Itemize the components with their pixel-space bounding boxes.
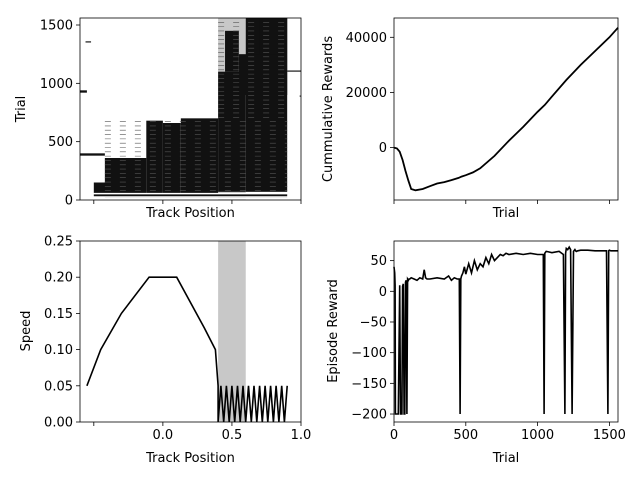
y-tick-label: 40000 [346,31,387,46]
panel-trial-heatmap: 0 500 1000 1500 Track Position Trial [14,17,302,221]
axes-frame [393,17,619,201]
panel-speed: 0.0 0.5 1.0 0.00 0.05 0.10 0.15 0.20 0.25 Track … [19,235,311,467]
y-tick-label: 500 [48,135,73,150]
y-tick-label: 1500 [40,19,73,34]
series-line [393,245,618,415]
panel-cumulative-rewards: 0 20000 40000 Trial Cummulative Rewards [321,17,619,221]
heatmap-block [162,123,181,193]
axes-frame [393,240,619,423]
x-tick-label: 0 [390,428,398,443]
y-tick-label: 0.05 [44,379,73,394]
axes-frame [79,240,302,423]
x-tick-label: 1.0 [291,428,312,443]
y-tick-label: −50 [360,315,387,330]
y-tick-label: 0.20 [44,271,73,286]
x-axis-label: Track Position [145,206,235,221]
x-tick-label: 0.5 [222,428,243,443]
x-tick-label: 1500 [593,428,626,443]
y-tick-label: 0 [65,194,73,209]
series-line [86,276,288,423]
series-line [393,27,619,192]
y-tick-label: 1000 [40,77,73,92]
heatmap-block [93,186,108,197]
y-tick-label: 20000 [346,86,387,101]
heatmap-block [180,118,219,193]
x-axis-label: Trial [492,206,520,221]
y-tick-label: 0.25 [44,235,73,250]
x-tick-label: 1000 [521,428,554,443]
panel-episode-reward: 0 500 1000 1500 −200 −150 −100 −50 0 50 Trial Epi… [326,240,626,466]
x-axis-label: Track Position [145,451,235,466]
heatmap-block [104,193,288,198]
heatmap-block [238,54,288,95]
y-axis-label: Trial [14,96,29,124]
y-axis-label: Episode Reward [326,279,341,383]
y-tick-label: 0 [379,285,387,300]
y-tick-label: 0.10 [44,343,73,358]
heatmap-block [80,90,87,93]
heatmap-block [287,70,301,72]
x-tick-label: 0.0 [153,428,174,443]
y-tick-label: 0.00 [44,416,73,431]
y-tick-label: −200 [351,408,387,423]
heatmap-block [299,95,301,97]
y-tick-label: −150 [351,377,387,392]
heatmap-block [104,158,147,193]
x-axis-label: Trial [492,451,520,466]
heatmap-block [80,153,105,156]
axes-frame [79,17,302,201]
y-tick-label: 0.15 [44,307,73,322]
y-tick-label: 0 [379,141,387,156]
y-tick-label: −100 [351,346,387,361]
y-axis-label: Speed [19,311,34,352]
y-axis-label: Cummulative Rewards [321,36,336,182]
y-tick-label: 50 [370,254,387,269]
x-tick-label: 500 [453,428,478,443]
heatmap-block [85,41,92,43]
heatmap-block [259,18,288,55]
